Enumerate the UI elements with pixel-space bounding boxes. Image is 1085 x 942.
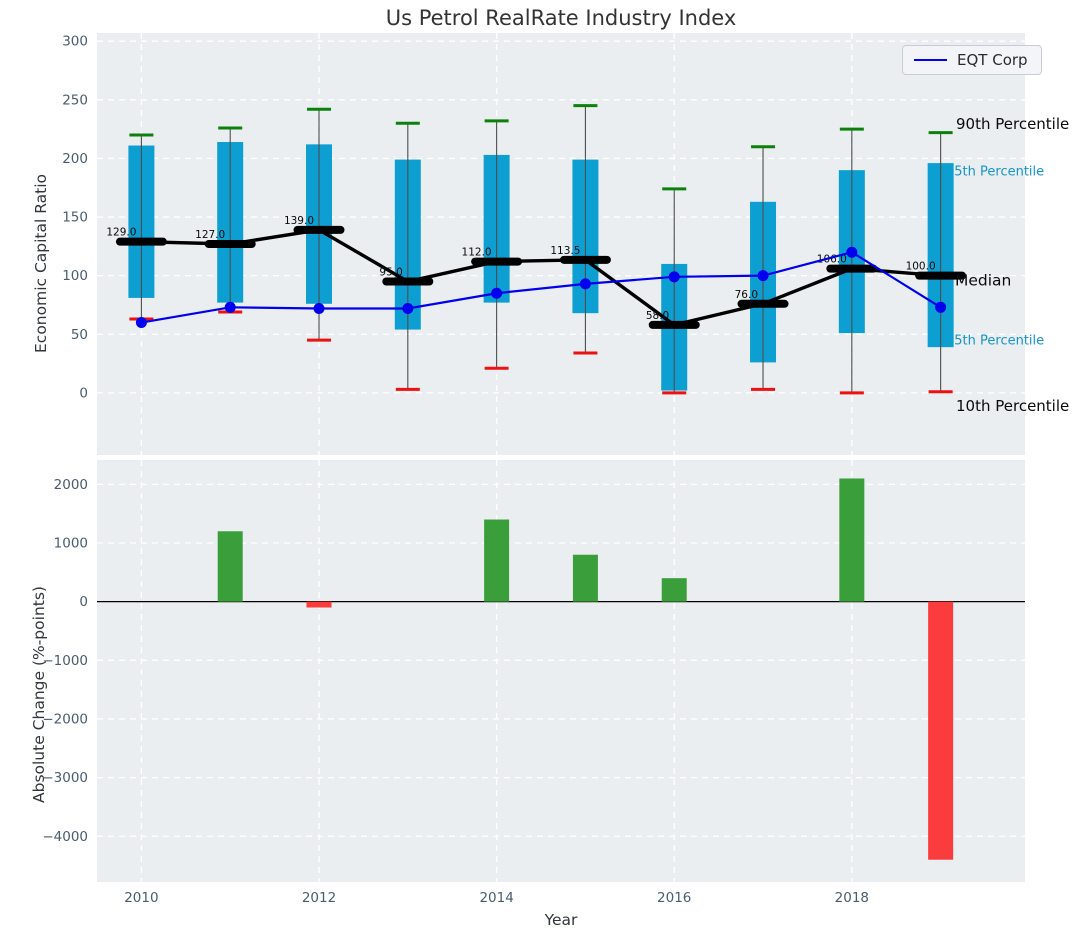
bottom-y-tick-label: 2000 <box>54 477 88 493</box>
bottom-y-tick-label: −4000 <box>42 829 88 845</box>
eqt-marker <box>224 301 236 313</box>
change-bar <box>572 554 598 602</box>
eqt-marker <box>135 317 147 329</box>
top-y-tick-label: 50 <box>71 327 88 343</box>
median-value-label: 112.0 <box>462 247 492 259</box>
bottom-y-tick-label: 0 <box>79 594 88 610</box>
top-y-tick-label: 0 <box>79 385 88 401</box>
top-y-axis-label: Economic Capital Ratio <box>32 173 50 353</box>
median-value-label: 58.0 <box>646 310 669 322</box>
median-value-label: 113.5 <box>550 245 580 257</box>
change-bar <box>661 578 687 602</box>
change-bar <box>484 519 510 602</box>
top-y-tick-label: 250 <box>62 92 88 108</box>
percentile-annotation: 90th Percentile <box>956 115 1069 133</box>
change-bar <box>306 601 332 608</box>
x-axis-label: Year <box>544 911 578 929</box>
bottom-y-tick-label: 1000 <box>54 535 88 551</box>
median-value-label: 100.0 <box>906 261 936 273</box>
top-y-tick-label: 200 <box>62 151 88 167</box>
bottom-y-tick-label: −2000 <box>42 711 88 727</box>
eqt-marker <box>935 301 947 313</box>
top-y-tick-label: 100 <box>62 268 88 284</box>
eqt-marker <box>491 287 503 299</box>
x-tick-label: 2012 <box>302 890 336 906</box>
eqt-marker <box>402 302 414 314</box>
change-bar <box>839 478 865 602</box>
x-tick-label: 2016 <box>657 890 691 906</box>
eqt-marker <box>579 278 591 290</box>
bottom-y-axis-label: Absolute Change (%-points) <box>30 586 48 803</box>
legend-label: EQT Corp <box>957 51 1028 69</box>
median-value-label: 129.0 <box>106 227 136 239</box>
legend: EQT Corp <box>902 45 1042 75</box>
x-tick-label: 2018 <box>835 890 869 906</box>
top-y-tick-label: 300 <box>62 34 88 50</box>
bottom-y-tick-label: −3000 <box>42 770 88 786</box>
median-value-label: 139.0 <box>284 215 314 227</box>
percentile-annotation: 25th Percentile <box>946 334 1044 349</box>
median-value-label: 76.0 <box>735 289 758 301</box>
median-value-label: 95.0 <box>379 267 402 279</box>
legend-line-swatch <box>914 59 947 61</box>
change-bar <box>217 531 243 602</box>
eqt-marker <box>313 302 325 314</box>
percentile-annotation: Median <box>955 272 1011 290</box>
percentile-annotation: 75th Percentile <box>946 165 1044 180</box>
eqt-marker <box>846 246 858 258</box>
x-tick-label: 2014 <box>479 890 513 906</box>
eqt-line <box>141 251 942 324</box>
median-connector-line <box>141 228 941 327</box>
median-value-label: 127.0 <box>195 229 225 241</box>
bottom-y-tick-label: −1000 <box>42 653 88 669</box>
eqt-marker <box>668 271 680 283</box>
bottom-axes-background <box>97 460 1025 882</box>
eqt-marker <box>757 270 769 282</box>
change-bar <box>928 601 954 860</box>
chart-title: Us Petrol RealRate Industry Index <box>385 6 737 30</box>
top-y-tick-label: 150 <box>62 210 88 226</box>
percentile-annotation: 10th Percentile <box>956 397 1069 415</box>
x-tick-label: 2010 <box>124 890 158 906</box>
